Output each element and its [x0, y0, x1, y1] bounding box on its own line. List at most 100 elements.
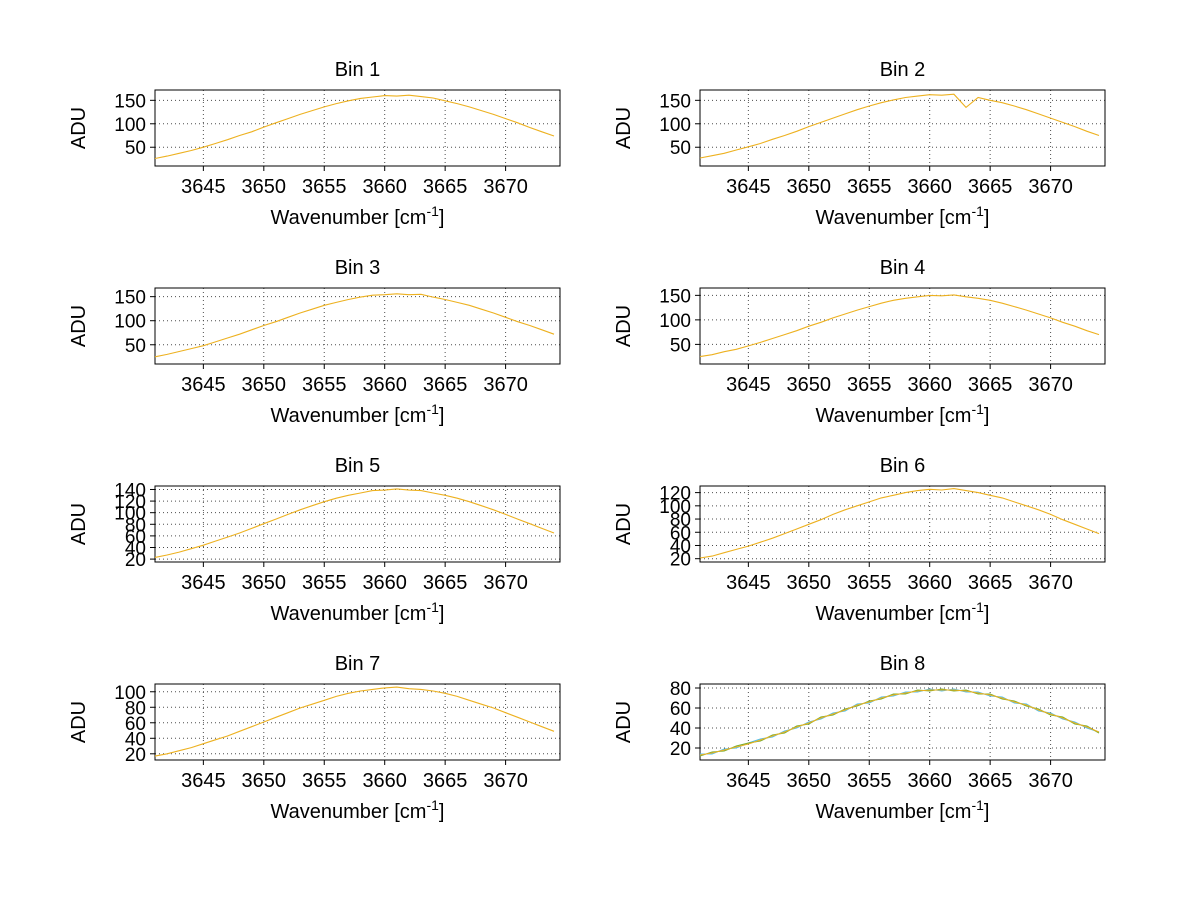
xtick-label: 3655: [302, 176, 347, 198]
series-line-spectrum: [699, 488, 1100, 559]
xtick-label: 3665: [423, 176, 468, 198]
xtick-label: 3660: [362, 176, 407, 198]
ytick-label: 100: [114, 312, 146, 333]
ytick-label: 100: [114, 115, 146, 136]
xtick-label: 3645: [181, 176, 226, 198]
ytick-label: 60: [670, 523, 691, 544]
xtick-label: 3645: [726, 374, 771, 396]
xtick-label: 3660: [907, 176, 952, 198]
y-axis-label: ADU: [68, 305, 90, 347]
xtick-label: 3670: [1028, 572, 1073, 594]
y-axis-label: ADU: [613, 503, 635, 545]
axes-box: [154, 683, 561, 761]
xtick-label: 3655: [302, 770, 347, 792]
axes-box: [154, 287, 561, 365]
plot-title: Bin 5: [335, 455, 381, 477]
ytick-label: 140: [114, 480, 146, 501]
series-line-spectrum-yellow: [699, 689, 1100, 756]
xtick-label: 3660: [362, 770, 407, 792]
ytick-label: 20: [670, 739, 691, 760]
ytick-label: 80: [670, 679, 691, 700]
axes-box: [699, 89, 1106, 167]
ytick-label: 80: [670, 510, 691, 531]
xtick-label: 3650: [787, 374, 832, 396]
xtick-label: 3655: [847, 176, 892, 198]
y-axis-label: ADU: [613, 305, 635, 347]
x-axis-label: Wavenumber [cm-1]: [271, 203, 445, 229]
plot-title: Bin 2: [880, 59, 926, 81]
xtick-label: 3655: [302, 572, 347, 594]
xtick-label: 3665: [968, 374, 1013, 396]
xtick-label: 3670: [1028, 374, 1073, 396]
ytick-label: 80: [125, 698, 146, 719]
ytick-label: 50: [670, 335, 691, 356]
axes-box: [154, 89, 561, 167]
ytick-label: 60: [125, 714, 146, 735]
xtick-label: 3655: [847, 572, 892, 594]
xtick-label: 3645: [181, 374, 226, 396]
ytick-label: 120: [114, 492, 146, 513]
plot-title: Bin 1: [335, 59, 381, 81]
plot-title: Bin 8: [880, 653, 926, 675]
xtick-label: 3660: [362, 572, 407, 594]
xtick-label: 3660: [907, 572, 952, 594]
ytick-label: 20: [125, 745, 146, 766]
series-line-spectrum: [154, 686, 555, 757]
ytick-label: 100: [114, 683, 146, 704]
series-line-spectrum-green: [699, 688, 1100, 757]
xtick-label: 3645: [726, 176, 771, 198]
ytick-label: 50: [125, 336, 146, 357]
xtick-label: 3655: [302, 374, 347, 396]
x-axis-label: Wavenumber [cm-1]: [816, 203, 990, 229]
xtick-label: 3660: [362, 374, 407, 396]
axes-box: [699, 287, 1106, 365]
xtick-label: 3665: [423, 374, 468, 396]
y-axis-label: ADU: [68, 107, 90, 149]
x-axis-label: Wavenumber [cm-1]: [271, 797, 445, 823]
series-line-spectrum: [154, 293, 555, 358]
xtick-label: 3650: [787, 176, 832, 198]
x-axis-label: Wavenumber [cm-1]: [816, 797, 990, 823]
subplot-4: Bin 4 ADU 50 100 150 3645 3650 3655 3660 3665 3670…: [600, 248, 1145, 446]
xtick-label: 3650: [242, 374, 287, 396]
xtick-label: 3665: [968, 770, 1013, 792]
xtick-label: 3655: [847, 374, 892, 396]
xtick-label: 3650: [787, 770, 832, 792]
xtick-label: 3650: [787, 572, 832, 594]
xtick-label: 3670: [483, 572, 528, 594]
subplot-5: Bin 5 ADU 20 40 60 80 100 120 140 3645 3650 3655 366…: [55, 446, 600, 644]
subplot-grid: Bin 1 ADU 50 100 150 3645 3650 3655 3660 3665 3670…: [55, 50, 1145, 842]
x-axis-label: Wavenumber [cm-1]: [816, 599, 990, 625]
x-axis-label: Wavenumber [cm-1]: [271, 599, 445, 625]
xtick-label: 3670: [1028, 770, 1073, 792]
ytick-label: 150: [114, 288, 146, 309]
ytick-label: 100: [659, 115, 691, 136]
y-axis-label: ADU: [68, 503, 90, 545]
xtick-label: 3645: [181, 770, 226, 792]
xtick-label: 3670: [1028, 176, 1073, 198]
subplot-3: Bin 3 ADU 50 100 150 3645 3650 3655 3660 3665 3670…: [55, 248, 600, 446]
ytick-label: 120: [659, 484, 691, 505]
subplot-2: Bin 2 ADU 50 100 150 3645 3650 3655 3660 3665 3670…: [600, 50, 1145, 248]
x-axis-label: Wavenumber [cm-1]: [271, 401, 445, 427]
plot-title: Bin 7: [335, 653, 381, 675]
xtick-label: 3650: [242, 572, 287, 594]
plot-title: Bin 6: [880, 455, 926, 477]
ytick-label: 40: [670, 719, 691, 740]
xtick-label: 3650: [242, 176, 287, 198]
x-axis-label: Wavenumber [cm-1]: [816, 401, 990, 427]
xtick-label: 3645: [181, 572, 226, 594]
xtick-label: 3645: [726, 572, 771, 594]
ytick-label: 150: [659, 91, 691, 112]
xtick-label: 3660: [907, 770, 952, 792]
ytick-label: 100: [659, 311, 691, 332]
xtick-label: 3670: [483, 176, 528, 198]
ytick-label: 80: [125, 515, 146, 536]
xtick-label: 3670: [483, 770, 528, 792]
axes-box: [699, 485, 1106, 563]
